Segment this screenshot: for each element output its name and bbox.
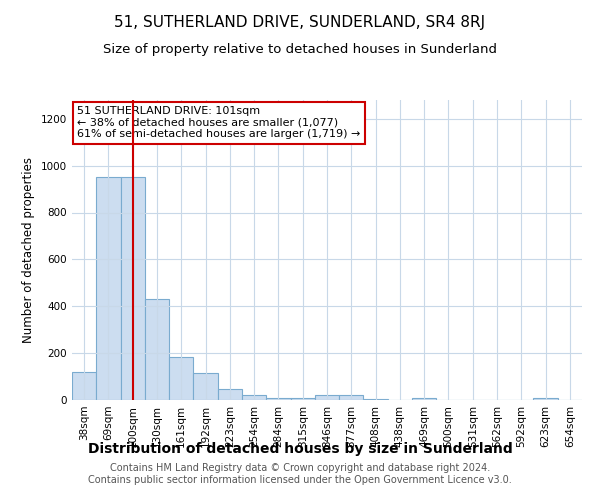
- Bar: [96, 178, 121, 400]
- Text: Distribution of detached houses by size in Sunderland: Distribution of detached houses by size …: [88, 442, 512, 456]
- Text: 51 SUTHERLAND DRIVE: 101sqm
← 38% of detached houses are smaller (1,077)
61% of : 51 SUTHERLAND DRIVE: 101sqm ← 38% of det…: [77, 106, 361, 139]
- Bar: [533, 398, 558, 400]
- Bar: [72, 372, 96, 400]
- Text: Contains HM Land Registry data © Crown copyright and database right 2024.
Contai: Contains HM Land Registry data © Crown c…: [88, 464, 512, 485]
- Bar: [339, 396, 364, 400]
- Y-axis label: Number of detached properties: Number of detached properties: [22, 157, 35, 343]
- Bar: [290, 398, 315, 400]
- Bar: [412, 398, 436, 400]
- Bar: [242, 396, 266, 400]
- Bar: [315, 396, 339, 400]
- Bar: [266, 398, 290, 400]
- Bar: [169, 356, 193, 400]
- Bar: [121, 178, 145, 400]
- Bar: [145, 299, 169, 400]
- Text: Size of property relative to detached houses in Sunderland: Size of property relative to detached ho…: [103, 42, 497, 56]
- Text: 51, SUTHERLAND DRIVE, SUNDERLAND, SR4 8RJ: 51, SUTHERLAND DRIVE, SUNDERLAND, SR4 8R…: [115, 15, 485, 30]
- Bar: [193, 373, 218, 400]
- Bar: [218, 389, 242, 400]
